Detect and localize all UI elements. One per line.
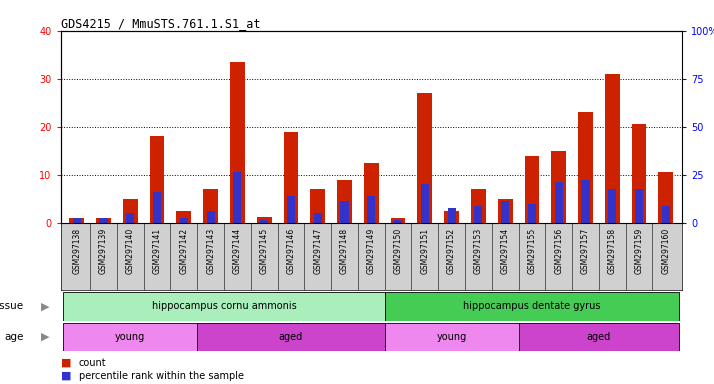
- Bar: [313, 213, 322, 223]
- Bar: [96, 218, 111, 223]
- Text: GSM297152: GSM297152: [447, 228, 456, 274]
- Text: GSM297151: GSM297151: [421, 228, 429, 274]
- Text: GSM297150: GSM297150: [393, 228, 403, 274]
- Bar: [197, 323, 385, 351]
- Bar: [635, 189, 643, 223]
- Text: hippocampus cornu ammonis: hippocampus cornu ammonis: [151, 301, 296, 311]
- Text: GSM297146: GSM297146: [286, 228, 296, 274]
- Text: young: young: [115, 332, 146, 342]
- Text: GSM297154: GSM297154: [501, 228, 510, 274]
- Bar: [471, 189, 486, 223]
- Bar: [153, 192, 161, 223]
- Bar: [581, 180, 590, 223]
- Bar: [283, 131, 298, 223]
- Text: GSM297148: GSM297148: [340, 228, 349, 274]
- Bar: [260, 220, 268, 223]
- Bar: [364, 163, 378, 223]
- Text: age: age: [4, 332, 24, 342]
- Bar: [448, 208, 456, 223]
- Text: tissue: tissue: [0, 301, 24, 311]
- Bar: [287, 196, 295, 223]
- Bar: [662, 206, 670, 223]
- Bar: [394, 220, 402, 223]
- Bar: [341, 201, 348, 223]
- Bar: [421, 184, 429, 223]
- Bar: [555, 182, 563, 223]
- Text: count: count: [79, 358, 106, 368]
- Bar: [69, 218, 84, 223]
- Bar: [367, 196, 376, 223]
- Bar: [385, 292, 679, 321]
- Bar: [608, 189, 616, 223]
- Bar: [206, 211, 215, 223]
- Bar: [99, 218, 108, 223]
- Bar: [126, 213, 134, 223]
- Bar: [525, 156, 539, 223]
- Bar: [498, 199, 513, 223]
- Bar: [64, 292, 385, 321]
- Bar: [230, 62, 245, 223]
- Text: GSM297144: GSM297144: [233, 228, 242, 274]
- Text: GSM297153: GSM297153: [474, 228, 483, 274]
- Bar: [501, 201, 509, 223]
- Bar: [233, 172, 241, 223]
- Text: GSM297140: GSM297140: [126, 228, 135, 274]
- Text: GSM297159: GSM297159: [635, 228, 643, 274]
- Bar: [632, 124, 646, 223]
- Bar: [418, 93, 432, 223]
- Text: ▶: ▶: [41, 301, 49, 311]
- Text: GSM297156: GSM297156: [554, 228, 563, 274]
- Text: GSM297158: GSM297158: [608, 228, 617, 274]
- Bar: [337, 180, 352, 223]
- Text: GSM297138: GSM297138: [72, 228, 81, 274]
- Bar: [605, 74, 620, 223]
- Bar: [123, 199, 138, 223]
- Bar: [385, 323, 518, 351]
- Bar: [64, 323, 197, 351]
- Text: GSM297155: GSM297155: [528, 228, 536, 274]
- Bar: [444, 211, 459, 223]
- Bar: [551, 151, 566, 223]
- Bar: [518, 323, 679, 351]
- Bar: [257, 217, 271, 223]
- Text: GSM297145: GSM297145: [260, 228, 268, 274]
- Text: GSM297149: GSM297149: [367, 228, 376, 274]
- Text: GSM297139: GSM297139: [99, 228, 108, 274]
- Text: hippocampus dentate gyrus: hippocampus dentate gyrus: [463, 301, 600, 311]
- Bar: [658, 172, 673, 223]
- Bar: [180, 218, 188, 223]
- Text: aged: aged: [279, 332, 303, 342]
- Bar: [311, 189, 325, 223]
- Text: GSM297141: GSM297141: [153, 228, 161, 274]
- Text: ■: ■: [61, 358, 71, 368]
- Text: ■: ■: [61, 371, 71, 381]
- Bar: [391, 218, 406, 223]
- Text: GSM297147: GSM297147: [313, 228, 322, 274]
- Text: GSM297143: GSM297143: [206, 228, 215, 274]
- Bar: [150, 136, 164, 223]
- Text: young: young: [436, 332, 467, 342]
- Bar: [203, 189, 218, 223]
- Bar: [578, 112, 593, 223]
- Bar: [176, 211, 191, 223]
- Text: aged: aged: [587, 332, 611, 342]
- Text: GSM297160: GSM297160: [661, 228, 670, 274]
- Bar: [73, 218, 81, 223]
- Text: ▶: ▶: [41, 332, 49, 342]
- Text: GSM297142: GSM297142: [179, 228, 188, 274]
- Text: percentile rank within the sample: percentile rank within the sample: [79, 371, 243, 381]
- Bar: [528, 204, 536, 223]
- Text: GDS4215 / MmuSTS.761.1.S1_at: GDS4215 / MmuSTS.761.1.S1_at: [61, 17, 260, 30]
- Text: GSM297157: GSM297157: [581, 228, 590, 274]
- Bar: [474, 206, 483, 223]
